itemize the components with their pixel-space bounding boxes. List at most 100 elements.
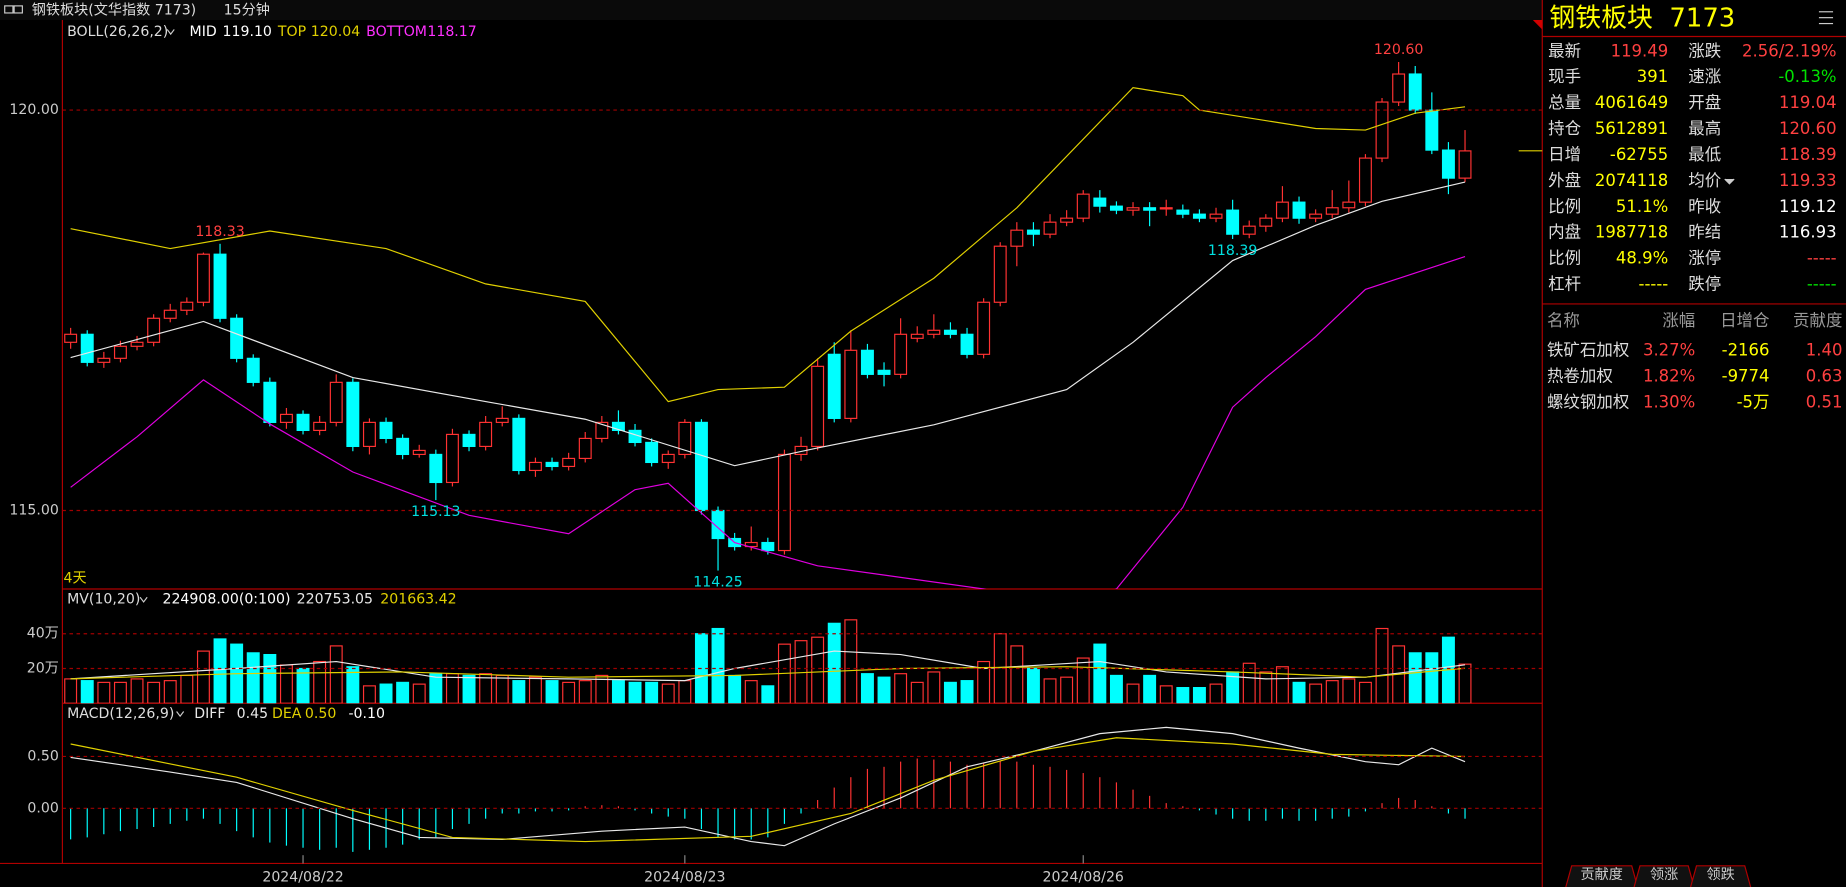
volume-bar [611, 680, 625, 704]
tab[interactable] [1633, 865, 1695, 887]
quote-label: 总量 [1548, 93, 1581, 112]
candle-body [1275, 201, 1289, 219]
extreme-label: 118.39 [1208, 243, 1257, 259]
volume-bar [1209, 683, 1223, 704]
volume-bar [1425, 652, 1439, 704]
legend-value: 119.10 [223, 24, 272, 40]
candle-body [1309, 213, 1323, 219]
volume-bar [1408, 652, 1422, 704]
volume-bar [1325, 680, 1339, 704]
volume-bar [960, 680, 974, 704]
quote-label: 最高 [1688, 119, 1721, 138]
candle-body [528, 461, 542, 472]
candle-body [445, 433, 459, 484]
candle-body [1375, 101, 1389, 159]
x-tick-label: 2024/08/22 [262, 870, 343, 886]
quote-label: 比例 [1548, 249, 1581, 268]
candle-body [877, 369, 891, 375]
candle-body [744, 541, 758, 548]
quote-value: 116.93 [1779, 223, 1837, 242]
candle-body [777, 453, 791, 552]
volume-bar [744, 680, 758, 704]
table-header: 日增仓 [1720, 311, 1769, 330]
candle-body [844, 349, 858, 419]
candle-body [1292, 201, 1306, 219]
candle-body [396, 437, 410, 456]
indicator-line [70, 255, 1466, 589]
volume-bar [1109, 674, 1123, 704]
legend-value: 118.17 [427, 24, 476, 40]
volume-bar [296, 667, 310, 704]
volume-bar [80, 680, 94, 704]
macd-panel [70, 726, 1466, 852]
quote-label: 均价 [1688, 171, 1721, 190]
legend-title: BOLL(26,26,2) [67, 24, 168, 40]
candle-body [196, 253, 210, 303]
indicator-line [70, 737, 1466, 843]
quote-value: 1987718 [1595, 223, 1668, 242]
candle-body [811, 365, 825, 448]
volume-bar [811, 636, 825, 704]
candle-body [1159, 207, 1173, 210]
volume-bar [761, 685, 775, 704]
legend-name: TOP [277, 24, 307, 40]
candle-body [246, 357, 260, 383]
volume-bar [1358, 681, 1372, 704]
span-label: 4天 [64, 570, 87, 586]
volume-bar [595, 674, 609, 704]
y-tick-label: 0.00 [27, 800, 58, 816]
volume-bar [1126, 683, 1140, 704]
candle-body [313, 421, 327, 431]
candle-body [296, 413, 310, 431]
volume-bar [113, 681, 127, 704]
quote-value: 5612891 [1595, 119, 1668, 138]
candle-body [694, 421, 708, 512]
candle-body [993, 245, 1007, 303]
legend-value: 0.45 [237, 706, 268, 722]
tab[interactable] [1565, 865, 1639, 887]
candle-body [130, 341, 144, 347]
menu-icon [1818, 11, 1834, 25]
candle-body [943, 329, 957, 335]
quote-label: 开盘 [1688, 93, 1721, 112]
legend-name: MID [190, 24, 217, 40]
candle-body [97, 357, 111, 363]
candle-body [711, 509, 725, 540]
volume-bar [1242, 662, 1256, 704]
volume-bar [130, 678, 144, 704]
dropdown-icon [1724, 178, 1735, 185]
volume-bar [1143, 674, 1157, 704]
legend-value: 201663.42 [380, 592, 456, 608]
volume-bar [628, 681, 642, 704]
quote-value: 120.60 [1779, 119, 1837, 138]
volume-bar [1026, 667, 1040, 704]
quote-label: 跌停 [1688, 275, 1721, 294]
volume-bar [562, 681, 576, 704]
candle-body [479, 421, 493, 448]
volume-bar [163, 680, 177, 704]
quote-value: 48.9% [1616, 249, 1668, 268]
volume-bar [1043, 678, 1057, 704]
quote-label: 最新 [1548, 41, 1581, 60]
extreme-label: 114.25 [693, 574, 742, 590]
legend-name: BOTTOM [366, 24, 427, 40]
table-cell: 0.51 [1806, 392, 1843, 411]
candle-body [429, 453, 443, 484]
candle-body [1176, 209, 1190, 215]
legend-value: 0.50 [305, 706, 336, 722]
tab[interactable] [1690, 865, 1752, 887]
indicator-line [70, 87, 1466, 403]
candle-body [1192, 213, 1206, 219]
candle-body [1109, 205, 1123, 211]
candle-body [1325, 207, 1339, 215]
candle-body [495, 417, 509, 423]
quote-code: 7173 [1669, 3, 1735, 33]
candle-body [113, 345, 127, 359]
volume-bar [927, 671, 941, 704]
candle-body [678, 421, 692, 456]
candle-body [1358, 157, 1372, 203]
volume-bar [362, 685, 376, 704]
candle-body [578, 437, 592, 460]
